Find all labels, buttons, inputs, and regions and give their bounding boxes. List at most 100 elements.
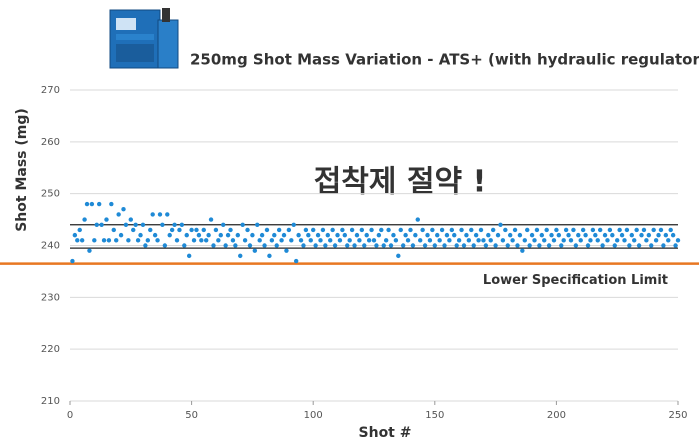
point	[145, 238, 151, 243]
point	[386, 227, 391, 233]
point	[99, 222, 104, 227]
point	[259, 232, 265, 238]
point	[486, 232, 491, 238]
point	[335, 232, 340, 238]
point	[201, 227, 206, 233]
point	[663, 232, 669, 238]
point	[323, 243, 328, 248]
point	[298, 238, 304, 243]
point	[191, 238, 197, 243]
point	[186, 253, 192, 259]
point	[133, 222, 138, 227]
point	[364, 232, 369, 238]
point	[109, 201, 114, 207]
point	[87, 248, 92, 253]
point	[619, 232, 625, 238]
point	[537, 243, 542, 248]
point	[318, 238, 323, 243]
point	[410, 243, 416, 248]
point	[658, 227, 664, 233]
y-tick-label: 240	[41, 241, 60, 252]
point	[366, 238, 372, 243]
point	[196, 232, 202, 238]
point	[320, 227, 326, 233]
point	[605, 238, 610, 243]
point	[199, 238, 204, 243]
point	[590, 227, 596, 233]
x-tick-label: 50	[185, 410, 198, 421]
point	[617, 227, 622, 233]
point	[262, 243, 267, 248]
point	[461, 243, 467, 248]
point	[169, 227, 175, 233]
point	[595, 238, 600, 243]
point	[483, 243, 489, 248]
point	[515, 243, 520, 248]
point	[585, 243, 591, 248]
point	[512, 227, 518, 233]
point	[505, 243, 510, 248]
point	[128, 217, 133, 222]
point	[160, 222, 165, 227]
x-tick-label: 200	[547, 410, 566, 421]
point	[281, 232, 287, 238]
point	[559, 243, 564, 248]
point	[403, 232, 408, 238]
point	[308, 238, 313, 243]
point	[544, 227, 549, 233]
point	[347, 238, 352, 243]
point	[337, 238, 343, 243]
point	[447, 238, 452, 243]
point	[157, 212, 163, 217]
point	[542, 238, 547, 243]
point	[568, 238, 574, 243]
point	[135, 238, 141, 243]
point	[527, 243, 532, 248]
point	[315, 232, 321, 238]
point	[96, 201, 102, 207]
point	[578, 238, 583, 243]
point	[148, 227, 153, 233]
point	[456, 238, 462, 243]
point	[123, 222, 129, 227]
point	[651, 227, 656, 233]
point	[495, 232, 501, 238]
point	[498, 222, 503, 227]
point	[561, 238, 566, 243]
point	[376, 232, 382, 238]
point	[500, 238, 506, 243]
point	[325, 232, 330, 238]
point	[369, 227, 374, 233]
point	[517, 232, 523, 238]
x-tick-label: 250	[668, 410, 687, 421]
point	[583, 232, 588, 238]
point	[430, 227, 435, 233]
point	[272, 232, 277, 238]
point	[413, 232, 418, 238]
point	[459, 227, 464, 233]
point	[452, 232, 457, 238]
point	[563, 227, 569, 233]
point	[629, 232, 634, 238]
point	[546, 243, 552, 248]
point	[106, 238, 112, 243]
point	[539, 232, 545, 238]
point	[573, 243, 579, 248]
point	[264, 227, 270, 233]
y-tick-label: 210	[41, 396, 60, 407]
point	[194, 227, 199, 233]
point	[493, 243, 498, 248]
point	[206, 232, 211, 238]
point	[162, 243, 168, 248]
point	[374, 243, 379, 248]
point	[610, 232, 615, 238]
point	[255, 222, 260, 227]
point	[464, 232, 469, 238]
point	[362, 243, 367, 248]
point	[393, 238, 399, 243]
point	[529, 232, 535, 238]
point	[269, 238, 275, 243]
point	[400, 243, 406, 248]
point	[391, 232, 396, 238]
point	[352, 243, 357, 248]
